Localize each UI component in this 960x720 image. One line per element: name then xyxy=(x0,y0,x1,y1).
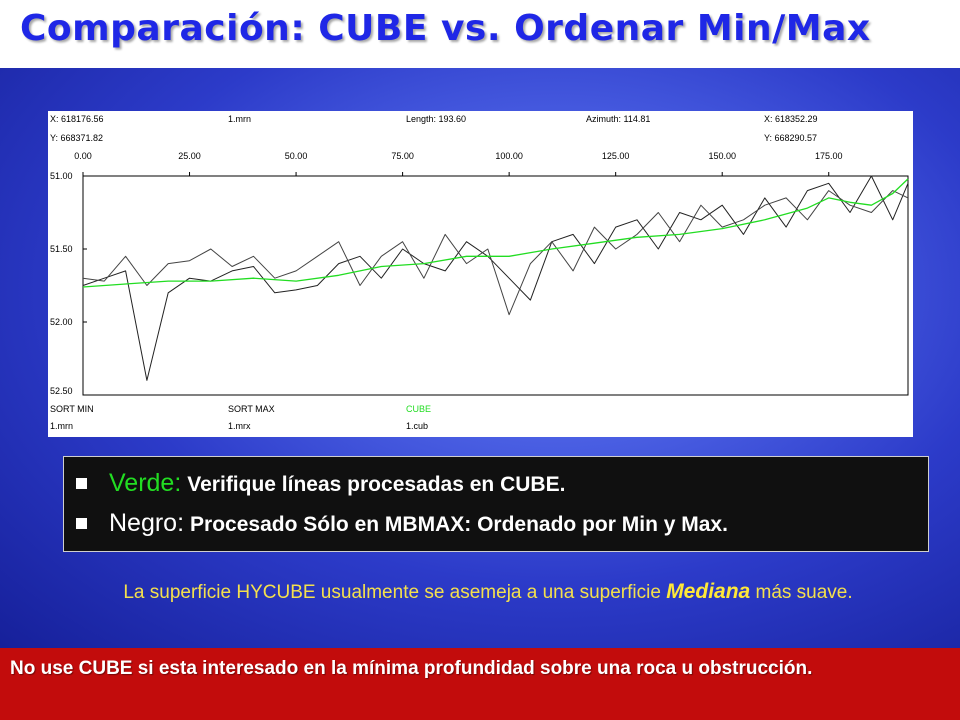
header-azimuth: Azimuth: 114.81 xyxy=(586,114,650,124)
series-sort-min-line xyxy=(82,175,909,381)
footer-file: 1.cub xyxy=(406,421,428,431)
title-bar: Comparación: CUBE vs. Ordenar Min/Max xyxy=(0,0,960,68)
note-after: más suave. xyxy=(750,582,853,603)
profile-chart: X: 618176.56 Y: 668371.82 1.mrn Length: 193… xyxy=(48,111,913,437)
footer-file: 1.mrx xyxy=(228,421,251,431)
y-tick-label: 51.00 xyxy=(50,171,73,181)
legend-text-black: Procesado Sólo en MBMAX: Ordenado por Mi… xyxy=(190,513,728,536)
footer-label: CUBE xyxy=(406,404,431,414)
x-tick-label: 0.00 xyxy=(74,151,92,161)
bullet-square-icon xyxy=(76,478,87,489)
legend-item-black: Negro: Procesado Sólo en MBMAX: Ordenado… xyxy=(76,509,728,543)
header-y-start: Y: 668371.82 xyxy=(50,133,103,143)
y-tick-label: 51.50 xyxy=(50,244,73,254)
x-tick-label: 50.00 xyxy=(285,151,308,161)
legend-key-black: Negro: xyxy=(109,509,185,537)
legend-key-green: Verde: xyxy=(109,469,182,497)
header-x-end: X: 618352.29 xyxy=(764,114,818,124)
legend-box: Verde: Verifique líneas procesadas en CU… xyxy=(63,456,929,552)
note-text: La superficie HYCUBE usualmente se aseme… xyxy=(48,580,928,605)
note-emphasis: Mediana xyxy=(666,580,751,603)
x-tick-label: 100.00 xyxy=(495,151,523,161)
x-tick-label: 175.00 xyxy=(815,151,843,161)
y-tick-label: 52.00 xyxy=(50,317,73,327)
series-cube-line xyxy=(82,178,909,288)
note-before: La superficie HYCUBE usualmente se aseme… xyxy=(123,582,667,603)
footer-label: SORT MAX xyxy=(228,404,275,414)
x-tick-label: 125.00 xyxy=(602,151,630,161)
header-x-start: X: 618176.56 xyxy=(50,114,104,124)
slide-title: Comparación: CUBE vs. Ordenar Min/Max xyxy=(20,8,871,49)
header-length: Length: 193.60 xyxy=(406,114,466,124)
footer-file: 1.mrn xyxy=(50,421,73,431)
footer-label: SORT MIN xyxy=(50,404,94,414)
x-tick-label: 75.00 xyxy=(391,151,414,161)
legend-item-green: Verde: Verifique líneas procesadas en CU… xyxy=(76,469,565,503)
header-y-end: Y: 668290.57 xyxy=(764,133,817,143)
x-tick-label: 150.00 xyxy=(708,151,736,161)
profile-chart-svg: X: 618176.56 Y: 668371.82 1.mrn Length: 193… xyxy=(50,114,909,431)
x-tick-label: 25.00 xyxy=(178,151,201,161)
legend-text-green: Verifique líneas procesadas en CUBE. xyxy=(187,473,566,496)
plot-frame xyxy=(82,175,909,396)
warning-text: No use CUBE si esta interesado en la mín… xyxy=(10,658,813,679)
series-sort-max-line xyxy=(82,190,909,316)
y-tick-label: 52.50 xyxy=(50,386,73,396)
warning-bar: No use CUBE si esta interesado en la mín… xyxy=(0,648,960,720)
bullet-square-icon xyxy=(76,518,87,529)
header-file: 1.mrn xyxy=(228,114,251,124)
